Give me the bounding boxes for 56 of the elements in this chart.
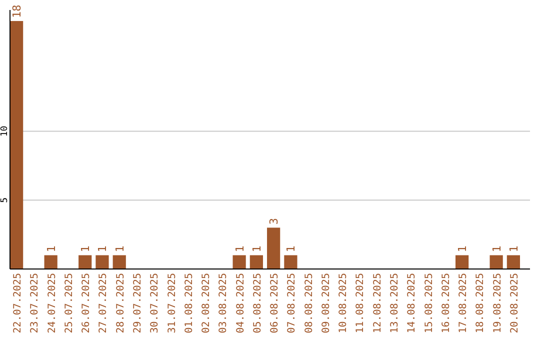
x-tick-label: 09.08.2025 xyxy=(320,273,332,334)
bar xyxy=(96,255,109,269)
x-tick-label: 18.08.2025 xyxy=(475,273,486,334)
x-tick-label: 22.07.2025 xyxy=(12,273,24,334)
data-label: 1 xyxy=(250,246,264,252)
x-tick-label: 14.08.2025 xyxy=(406,273,418,334)
x-tick-label: 12.08.2025 xyxy=(372,273,384,334)
data-label: 18 xyxy=(10,4,24,18)
bar xyxy=(284,255,298,269)
y-tick-label: 5 xyxy=(0,197,10,203)
x-tick-label: 31.07.2025 xyxy=(166,273,178,334)
data-label: 1 xyxy=(44,246,58,252)
x-tick-label: 20.08.2025 xyxy=(509,273,520,334)
x-tick-label: 24.07.2025 xyxy=(46,273,58,334)
data-label: 1 xyxy=(79,246,92,252)
bar xyxy=(44,255,58,269)
x-tick-label: 19.08.2025 xyxy=(492,273,504,334)
x-tick-label: 30.07.2025 xyxy=(150,273,161,334)
x-tick-label: 16.08.2025 xyxy=(440,273,452,334)
x-tick-label: 02.08.2025 xyxy=(201,273,212,334)
x-tick-label: 13.08.2025 xyxy=(390,273,401,334)
bar xyxy=(267,228,280,269)
bar xyxy=(112,255,126,269)
x-tick-label: 26.07.2025 xyxy=(81,273,92,334)
x-tick-label: 01.08.2025 xyxy=(184,273,195,334)
x-tick-label: 29.07.2025 xyxy=(132,273,144,334)
x-tick-label: 06.08.2025 xyxy=(270,273,281,334)
x-tick-label: 03.08.2025 xyxy=(218,273,230,334)
bar xyxy=(506,255,520,269)
x-tick-label: 04.08.2025 xyxy=(235,273,246,334)
bar xyxy=(250,255,263,269)
x-tick-label: 25.07.2025 xyxy=(64,273,75,334)
data-label: 1 xyxy=(233,246,246,252)
x-tick-label: 17.08.2025 xyxy=(458,273,470,334)
x-tick-label: 08.08.2025 xyxy=(304,273,315,334)
x-tick-label: 05.08.2025 xyxy=(252,273,264,334)
data-label: 1 xyxy=(96,246,110,252)
data-label: 1 xyxy=(284,246,298,252)
bar xyxy=(490,255,503,269)
x-tick-label: 15.08.2025 xyxy=(424,273,435,334)
bar xyxy=(10,21,24,269)
data-label: 3 xyxy=(268,218,281,225)
y-tick-label: 10 xyxy=(0,126,10,137)
x-tick-label: 27.07.2025 xyxy=(98,273,110,334)
data-label: 1 xyxy=(113,246,126,252)
x-tick-label: 28.07.2025 xyxy=(115,273,126,334)
bar xyxy=(232,255,246,269)
data-label: 1 xyxy=(456,246,470,252)
bar xyxy=(455,255,469,269)
data-label: 1 xyxy=(507,246,520,252)
x-tick-label: 07.08.2025 xyxy=(286,273,298,334)
data-label: 1 xyxy=(490,246,504,252)
x-tick-label: 11.08.2025 xyxy=(355,273,366,334)
x-tick-label: 23.07.2025 xyxy=(30,273,41,334)
x-tick-label: 10.08.2025 xyxy=(338,273,350,334)
bar xyxy=(78,255,92,269)
